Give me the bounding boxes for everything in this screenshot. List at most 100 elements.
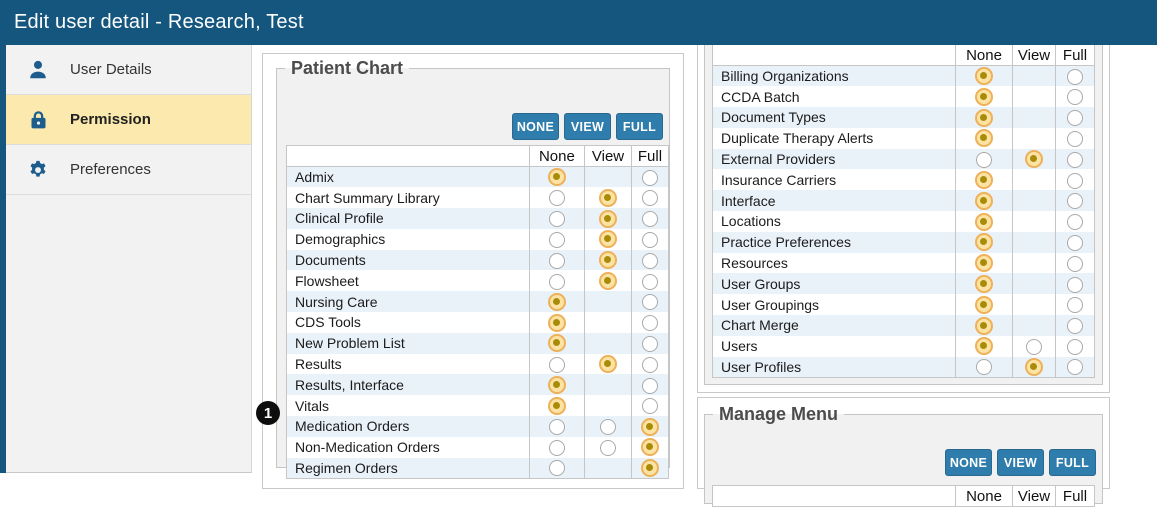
view-all-button[interactable]: VIEW: [564, 113, 611, 140]
radio-full[interactable]: [641, 169, 658, 186]
table-row: Practice Preferences: [712, 231, 1095, 253]
radio-none[interactable]: [547, 168, 566, 187]
radio-full[interactable]: [1067, 214, 1083, 231]
radio-full[interactable]: [1067, 89, 1083, 106]
radio-none[interactable]: [547, 396, 566, 415]
cell-view: [1012, 107, 1056, 128]
radio-none[interactable]: [547, 334, 566, 353]
radio-none[interactable]: [975, 295, 993, 314]
radio-view[interactable]: [1025, 150, 1043, 169]
sidebar-item-user-details[interactable]: User Details: [6, 45, 251, 95]
radio-view[interactable]: [599, 355, 618, 374]
radio-none[interactable]: [547, 292, 566, 311]
radio-full[interactable]: [641, 273, 658, 290]
radio-view[interactable]: [599, 209, 618, 228]
radio-none[interactable]: [548, 356, 565, 373]
radio-view[interactable]: [599, 251, 618, 270]
radio-none[interactable]: [548, 252, 565, 269]
table-row: CCDA Batch: [713, 86, 1095, 108]
cell-full: [630, 291, 669, 313]
column-header-full: Full: [1055, 485, 1095, 507]
cell-view: [584, 249, 632, 271]
radio-none[interactable]: [548, 419, 565, 436]
cell-none: [528, 166, 585, 188]
cell-full: [630, 228, 669, 250]
sidebar: User Details Permission Preferences: [6, 45, 252, 473]
radio-none[interactable]: [975, 87, 993, 106]
view-all-button[interactable]: VIEW: [997, 449, 1044, 476]
radio-none[interactable]: [975, 254, 993, 273]
radio-full[interactable]: [1067, 68, 1083, 85]
radio-none[interactable]: [548, 190, 565, 207]
radio-full[interactable]: [1067, 193, 1083, 210]
radio-view[interactable]: [1026, 338, 1042, 355]
none-all-button[interactable]: NONE: [512, 113, 559, 140]
radio-view[interactable]: [599, 230, 618, 249]
permission-row-label: New Problem List: [295, 335, 405, 352]
radio-none[interactable]: [976, 359, 992, 376]
sidebar-item-permission[interactable]: Permission: [6, 95, 251, 145]
radio-full[interactable]: [1067, 110, 1083, 127]
cell-view: [1012, 190, 1056, 212]
full-all-button[interactable]: FULL: [1049, 449, 1096, 476]
permission-row-label: Medication Orders: [295, 418, 410, 435]
permission-row-label: Clinical Profile: [295, 210, 384, 227]
cell-full: [630, 332, 669, 354]
radio-none[interactable]: [548, 231, 565, 248]
radio-none[interactable]: [975, 316, 993, 335]
cell-view: [1012, 294, 1056, 316]
radio-full[interactable]: [1067, 276, 1083, 293]
table-row: CDS Tools: [287, 312, 669, 333]
radio-full[interactable]: [641, 231, 658, 248]
radio-none[interactable]: [975, 233, 993, 252]
radio-full[interactable]: [1067, 130, 1083, 147]
radio-view[interactable]: [1025, 357, 1043, 376]
radio-none[interactable]: [547, 376, 566, 395]
radio-full[interactable]: [1067, 172, 1083, 189]
radio-full[interactable]: [1067, 255, 1083, 272]
radio-full[interactable]: [641, 211, 658, 228]
none-all-button[interactable]: NONE: [945, 449, 992, 476]
radio-full[interactable]: [640, 438, 659, 457]
table-row: Users: [713, 335, 1095, 357]
radio-full[interactable]: [1067, 151, 1083, 168]
radio-full[interactable]: [641, 356, 658, 373]
radio-full[interactable]: [641, 190, 658, 207]
radio-full[interactable]: [641, 252, 658, 269]
radio-full[interactable]: [640, 417, 659, 436]
radio-none[interactable]: [976, 151, 992, 168]
radio-none[interactable]: [975, 212, 993, 231]
radio-full[interactable]: [641, 294, 658, 311]
radio-view[interactable]: [600, 439, 617, 456]
full-all-button[interactable]: FULL: [616, 113, 663, 140]
radio-none[interactable]: [548, 211, 565, 228]
radio-none[interactable]: [975, 191, 993, 210]
sidebar-item-preferences[interactable]: Preferences: [6, 145, 251, 195]
radio-none[interactable]: [548, 273, 565, 290]
radio-none[interactable]: [547, 313, 566, 332]
radio-full[interactable]: [1067, 359, 1083, 376]
radio-full[interactable]: [641, 315, 658, 332]
radio-full[interactable]: [640, 458, 659, 477]
radio-none[interactable]: [548, 460, 565, 477]
radio-full[interactable]: [1067, 318, 1083, 335]
radio-full[interactable]: [641, 377, 658, 394]
radio-full[interactable]: [641, 335, 658, 352]
cell-view: [584, 187, 632, 209]
radio-view[interactable]: [599, 272, 618, 291]
radio-none[interactable]: [975, 129, 993, 148]
radio-none[interactable]: [975, 275, 993, 294]
radio-view[interactable]: [600, 419, 617, 436]
radio-none[interactable]: [975, 67, 993, 86]
radio-none[interactable]: [975, 108, 993, 127]
radio-full[interactable]: [1067, 234, 1083, 251]
radio-none[interactable]: [975, 171, 993, 190]
header-row: None View Full: [286, 145, 669, 167]
radio-full[interactable]: [1067, 297, 1083, 314]
radio-full[interactable]: [641, 398, 658, 415]
radio-none[interactable]: [548, 439, 565, 456]
table-row: Chart Merge: [712, 315, 1095, 336]
radio-view[interactable]: [599, 188, 618, 207]
radio-full[interactable]: [1067, 338, 1083, 355]
radio-none[interactable]: [975, 337, 993, 356]
